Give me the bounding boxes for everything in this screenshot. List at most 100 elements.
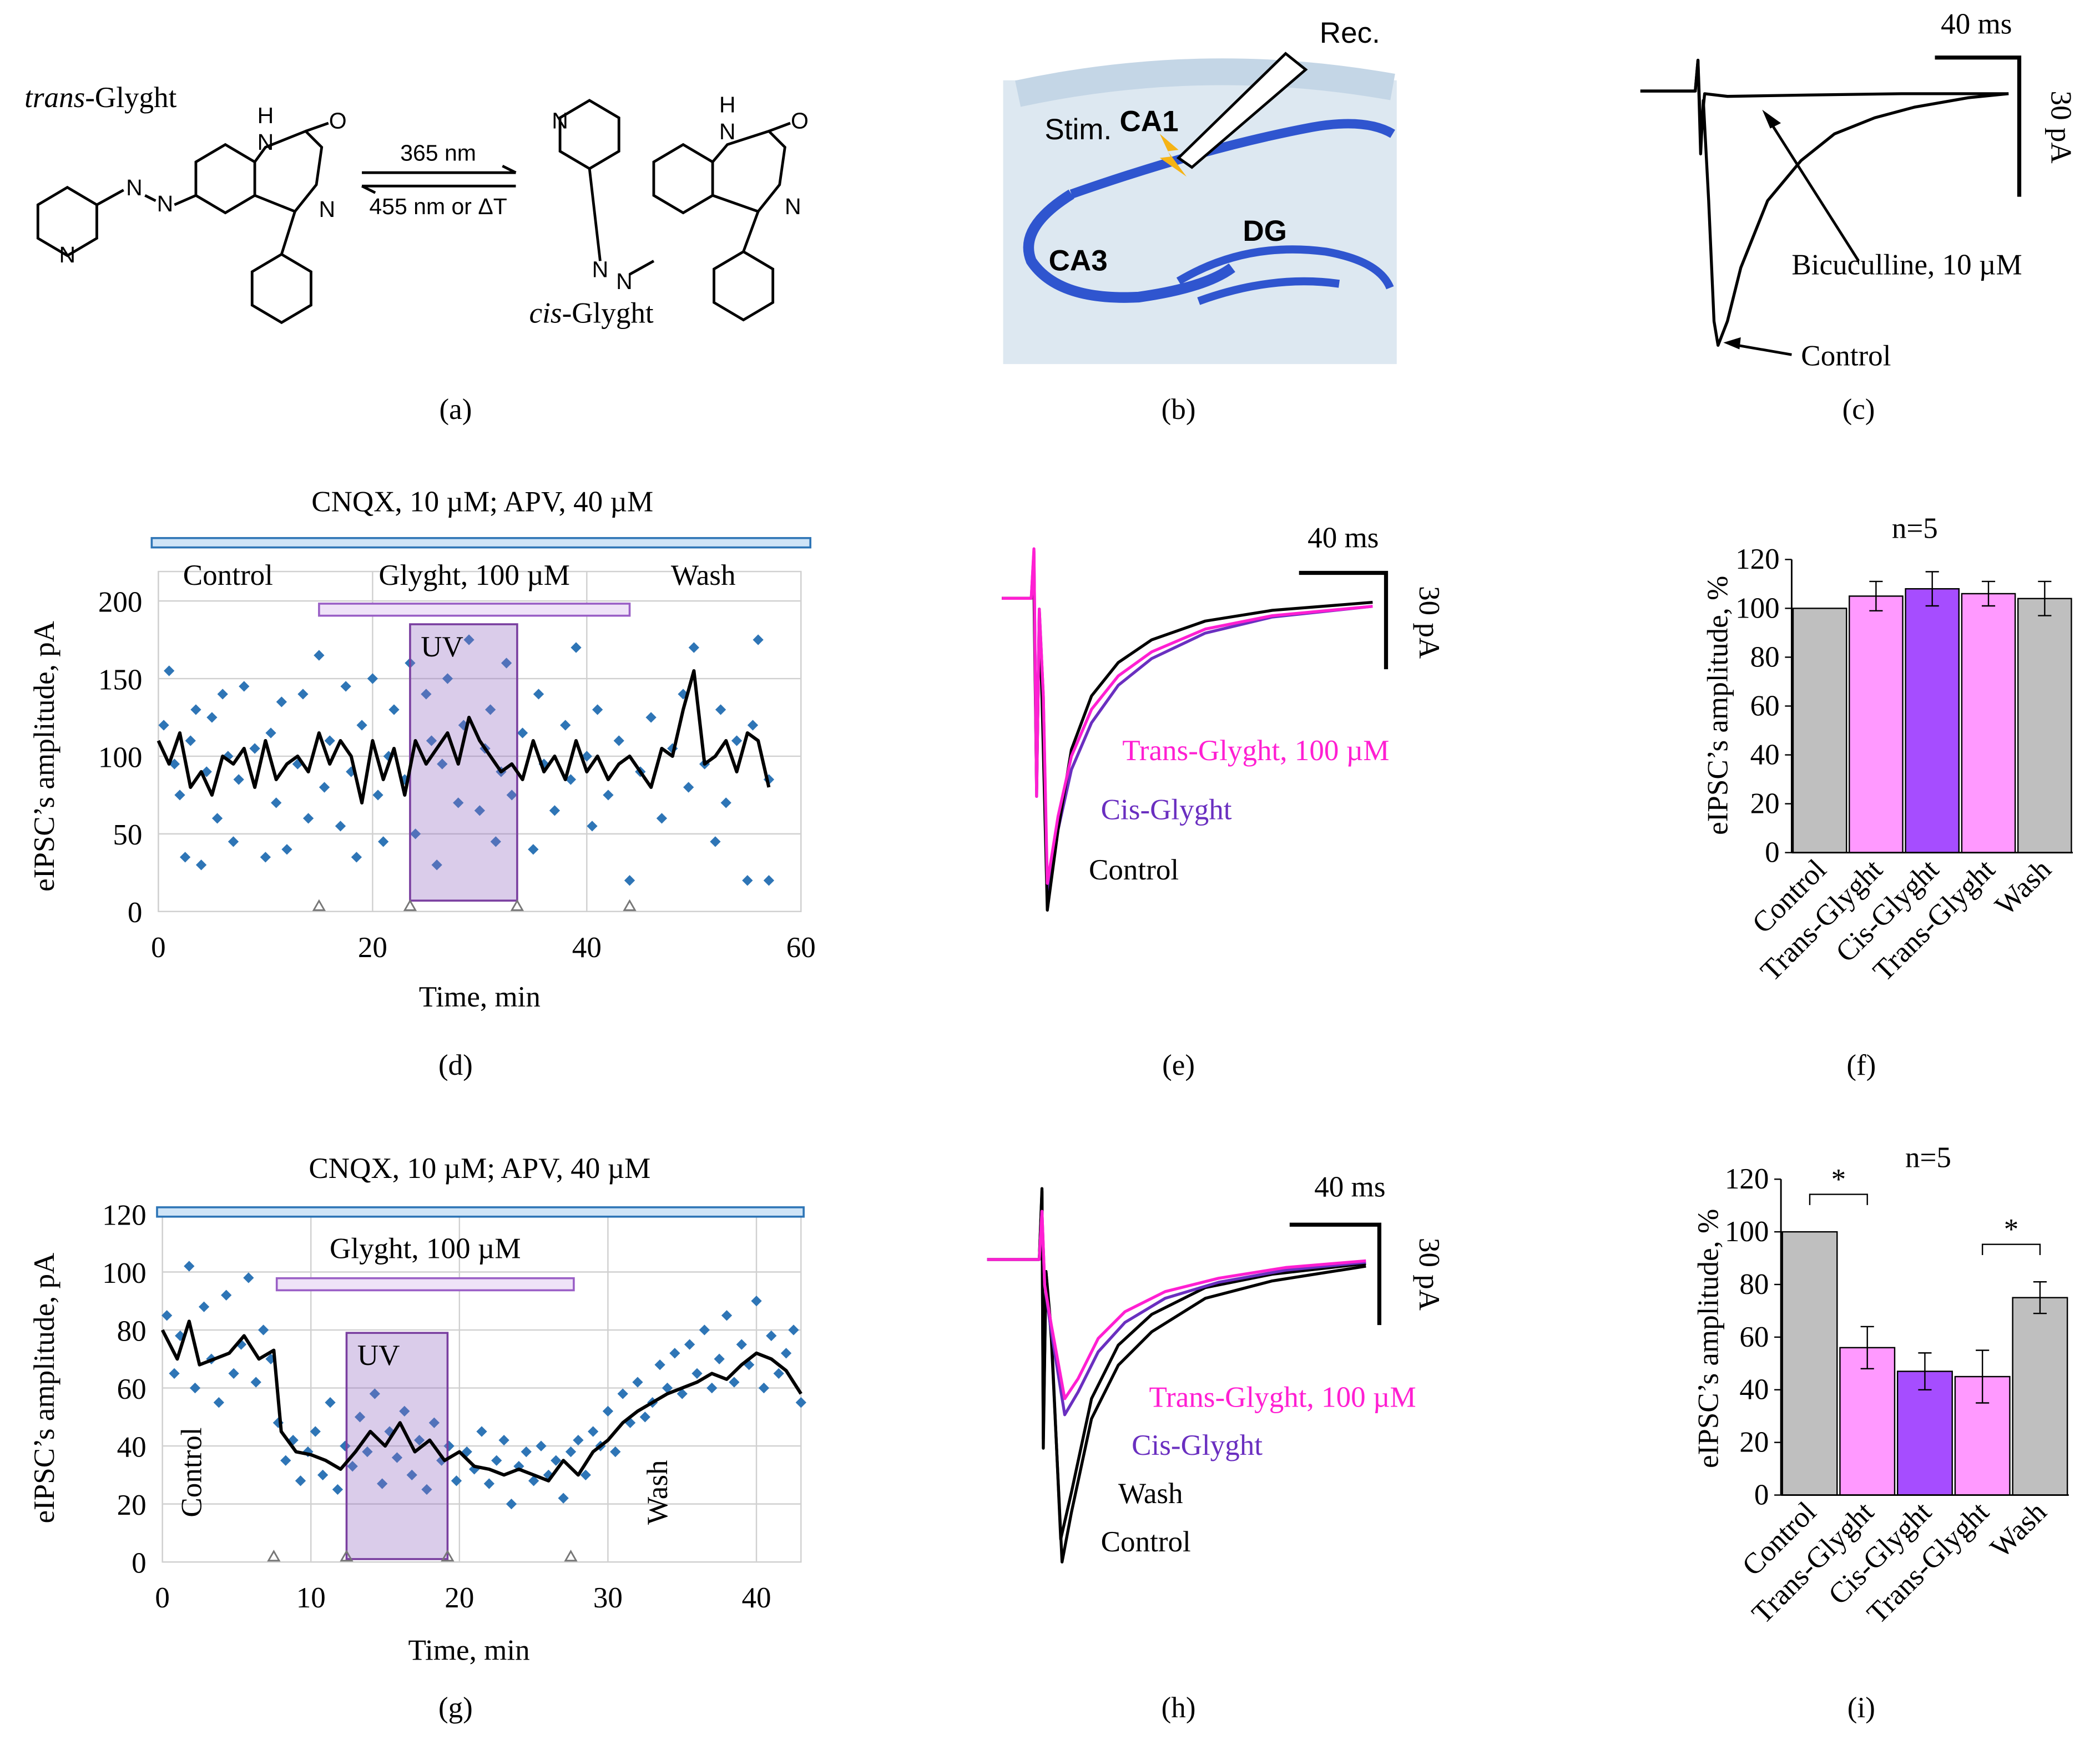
significance-label: * xyxy=(1831,1164,1846,1196)
panel-label: (f) xyxy=(1846,1049,1876,1081)
y-tick-label: 80 xyxy=(1739,1268,1769,1301)
data-point xyxy=(656,813,668,824)
data-point xyxy=(281,844,292,855)
atom: N xyxy=(616,269,633,294)
uv-label: UV xyxy=(421,631,463,663)
data-point xyxy=(271,797,282,808)
data-point xyxy=(189,1382,201,1394)
data-point xyxy=(280,1455,291,1466)
x-tick-label: 0 xyxy=(155,1582,170,1614)
time-marker xyxy=(267,1549,281,1562)
line-series xyxy=(157,669,771,805)
data-point xyxy=(766,1330,777,1342)
treatment-bar xyxy=(318,603,631,617)
data-point xyxy=(602,1405,614,1417)
atom: N xyxy=(126,175,143,200)
y-axis-label: eIPSC’s amplitude, % xyxy=(1702,576,1734,835)
control-label: Control xyxy=(1101,1526,1191,1558)
y-axis-label: eIPSC’s amplitude, % xyxy=(1693,1209,1725,1468)
dg-label: DG xyxy=(1243,215,1287,247)
data-point xyxy=(265,727,276,739)
y-tick-label: 20 xyxy=(117,1489,147,1521)
data-point xyxy=(617,1388,628,1399)
bond xyxy=(768,122,791,133)
panel-label: (a) xyxy=(439,393,472,426)
atom: O xyxy=(791,108,809,134)
phase-label: Wash xyxy=(642,1460,674,1525)
current-scale: 30 pA xyxy=(1413,1238,1445,1311)
cis-label: Cis-Glyght xyxy=(1101,793,1232,826)
trace xyxy=(1640,58,2009,347)
x-axis-label: Time, min xyxy=(408,1634,529,1666)
data-point xyxy=(645,712,657,723)
rest: -Glyght xyxy=(562,297,654,329)
data-point xyxy=(221,1289,232,1301)
y-tick-label: 100 xyxy=(1725,1216,1769,1248)
uv-label: UV xyxy=(357,1339,400,1372)
atom: N xyxy=(785,194,801,219)
scale-bar xyxy=(1299,570,1389,670)
data-point xyxy=(453,797,464,808)
data-point xyxy=(558,1493,569,1504)
data-point xyxy=(691,1368,703,1379)
data-point xyxy=(528,1475,539,1486)
data-point xyxy=(632,1377,643,1388)
data-point xyxy=(485,704,496,715)
line-series xyxy=(160,1319,802,1483)
data-point xyxy=(314,650,325,661)
data-point xyxy=(228,836,239,847)
data-point xyxy=(233,774,244,785)
data-point xyxy=(721,1310,733,1321)
y-tick-label: 0 xyxy=(1754,1479,1769,1511)
time-marker xyxy=(403,899,417,911)
bar xyxy=(2017,598,2072,853)
data-point xyxy=(302,813,314,824)
y-tick-label: 60 xyxy=(1739,1321,1769,1353)
x-tick-label: 10 xyxy=(296,1582,326,1614)
y-tick-label: 0 xyxy=(1765,837,1780,869)
treatment-bar xyxy=(275,1277,575,1292)
phase-label: Control xyxy=(176,1427,208,1517)
data-point xyxy=(669,1348,680,1359)
y-tick-label: 50 xyxy=(113,819,142,851)
data-point xyxy=(758,1382,770,1394)
panel-c: 40 ms 30 pA Bicuculline, 10 µM Control (… xyxy=(1640,8,2077,426)
data-point xyxy=(763,875,775,886)
time-scale: 40 ms xyxy=(1314,1171,1385,1203)
time-scale: 40 ms xyxy=(1308,522,1379,554)
atom: H xyxy=(258,103,274,128)
control-label: Control xyxy=(1801,340,1891,372)
ring xyxy=(250,252,312,325)
bond xyxy=(305,122,329,133)
trans-name: trans-Glyght xyxy=(24,82,176,114)
y-tick-label: 20 xyxy=(1750,787,1780,820)
current-scale: 30 pA xyxy=(2045,91,2077,164)
italic: cis xyxy=(529,297,562,329)
arrow-head xyxy=(361,185,376,194)
data-point xyxy=(551,1455,562,1466)
trans-label: Trans-Glyght, 100 µM xyxy=(1149,1381,1416,1413)
top-bar-label: CNQX, 10 µM; APV, 40 µM xyxy=(309,1152,650,1185)
treatment-label: Glyght, 100 µM xyxy=(378,559,570,591)
time-marker xyxy=(441,1549,455,1562)
data-point xyxy=(378,836,389,847)
data-point xyxy=(773,1368,784,1379)
data-point xyxy=(506,1498,517,1510)
cell-layer xyxy=(1023,189,1235,303)
x-axis-label: Time, min xyxy=(419,981,541,1013)
data-point xyxy=(706,1382,718,1394)
time-marker xyxy=(340,1549,354,1562)
data-point xyxy=(613,735,624,746)
data-point xyxy=(715,704,726,715)
dentate-gyrus xyxy=(1176,245,1394,305)
data-point xyxy=(474,805,486,816)
y-tick-label: 150 xyxy=(98,664,143,696)
y-tick-label: 0 xyxy=(128,897,143,929)
data-point xyxy=(592,704,603,715)
panel-label: (h) xyxy=(1162,1692,1196,1724)
chart-title: n=5 xyxy=(1892,513,1938,545)
bond xyxy=(96,189,124,206)
y-axis-label: eIPSC’s amplitude, pA xyxy=(28,1253,60,1524)
atom: N xyxy=(59,242,76,267)
y-tick-label: 120 xyxy=(1735,543,1780,575)
